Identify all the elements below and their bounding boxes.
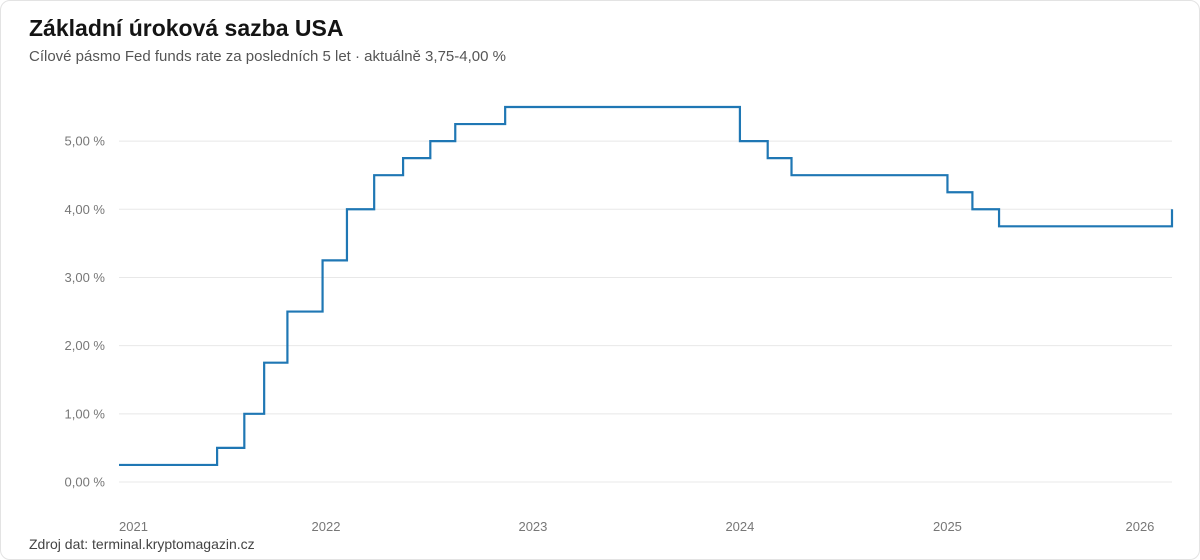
y-tick-label: 2,00 % [65,338,106,353]
y-tick-label: 5,00 % [65,134,106,149]
rate-chart: 0,00 % 1,00 % 2,00 % 3,00 % 4,00 % 5,00 % 202… [65,105,1174,531]
x-tick-label: 2022 [312,519,341,531]
x-tick-label: 2025 [933,519,962,531]
y-tick-label: 1,00 % [65,406,106,421]
series-line [119,105,1174,467]
y-axis-ticks: 0,00 % 1,00 % 2,00 % 3,00 % 4,00 % 5,00 % [65,134,106,490]
series-layer [119,105,1174,467]
chart-subtitle: Cílové pásmo Fed funds rate za posledníc… [29,48,506,65]
x-tick-label: 2026 [1125,519,1154,531]
y-tick-label: 3,00 % [65,270,106,285]
y-tick-label: 0,00 % [65,475,106,490]
data-source: Zdroj dat: terminal.kryptomagazin.cz [29,536,255,552]
grid-lines [119,140,1172,483]
x-tick-label: 2024 [725,519,754,531]
y-tick-label: 4,00 % [65,202,106,217]
chart-title: Základní úroková sazba USA [29,15,344,41]
x-tick-label: 2023 [518,519,547,531]
x-axis-ticks: 2021 2022 2023 2024 2025 2026 [119,519,1154,531]
x-tick-label: 2021 [119,519,148,531]
